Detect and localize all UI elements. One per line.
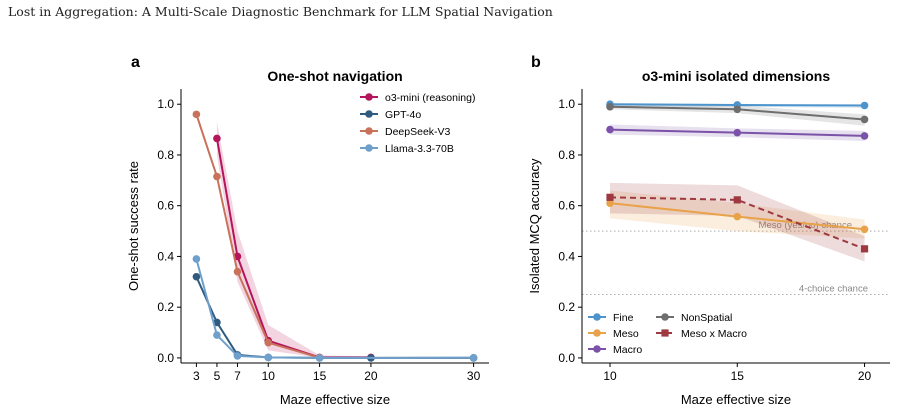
y-axis-label: Isolated MCQ accuracy	[527, 158, 542, 294]
x-tick-label: 10	[603, 369, 617, 383]
x-tick-label: 3	[193, 369, 200, 383]
data-point	[860, 245, 869, 253]
chart-title: One-shot navigation	[267, 68, 402, 84]
data-point	[860, 115, 869, 124]
data-point	[264, 353, 273, 362]
legend-label: Meso	[613, 328, 639, 340]
data-point	[264, 338, 273, 347]
data-point	[606, 102, 614, 111]
chart-title: o3-mini isolated dimensions	[642, 68, 830, 84]
series-band	[610, 104, 865, 126]
x-axis-label: Maze effective size	[280, 392, 390, 407]
data-point	[606, 125, 614, 134]
data-point	[860, 132, 869, 140]
legend-marker	[593, 313, 601, 321]
data-point	[860, 225, 869, 234]
y-tick-label: 0.6	[157, 199, 174, 213]
data-point	[213, 172, 221, 181]
x-tick-label: 20	[364, 369, 378, 383]
reference-line-label: Meso (yes/no) chance	[759, 220, 852, 231]
y-tick-label: 0.8	[157, 148, 174, 162]
data-point	[233, 267, 242, 276]
legend-label: GPT-4o	[385, 109, 421, 121]
y-axis-label: One-shot success rate	[126, 161, 141, 291]
x-tick-label: 30	[467, 369, 481, 383]
y-tick-label: 0.8	[558, 148, 575, 162]
series-line	[195, 276, 474, 359]
paper-title: Lost in Aggregation: A Multi-Scale Diagn…	[8, 4, 553, 19]
data-point	[733, 105, 742, 114]
series-line	[609, 196, 865, 250]
legend-marker	[593, 345, 601, 353]
legend-marker	[365, 144, 373, 152]
data-point	[733, 128, 742, 137]
data-point	[192, 110, 201, 119]
y-tick-label: 0.6	[558, 199, 575, 213]
x-tick-label: 7	[234, 369, 241, 383]
data-point	[213, 134, 221, 143]
y-tick-label: 0.0	[558, 351, 575, 365]
data-point	[233, 352, 242, 360]
chart-panel-b: b o3-mini isolated dimensions Meso (yes/no…	[527, 54, 890, 407]
y-tick-label: 0.4	[558, 249, 575, 263]
data-point	[315, 354, 324, 362]
x-axis-label: Maze effective size	[681, 392, 791, 407]
legend: Fine Meso Macro NonSpatial Meso x Macro	[588, 312, 747, 356]
series-line	[195, 258, 474, 359]
legend-marker	[593, 329, 601, 337]
legend-marker	[365, 93, 373, 101]
x-tick-label: 20	[858, 369, 872, 383]
legend: o3-mini (reasoning) GPT-4o DeepSeek-V3 Llam…	[360, 92, 475, 155]
data-point	[606, 193, 614, 201]
data-point	[213, 331, 221, 339]
x-tick-label: 10	[262, 369, 276, 383]
series-band	[610, 182, 865, 262]
y-tick-label: 1.0	[558, 97, 575, 111]
series-band	[216, 121, 371, 358]
legend-label: Macro	[613, 344, 642, 356]
y-tick-label: 0.2	[157, 300, 174, 314]
data-point	[606, 199, 614, 207]
legend-label: NonSpatial	[681, 312, 732, 324]
legend-marker	[661, 329, 669, 337]
data-point	[469, 353, 478, 362]
y-tick-label: 0.4	[157, 249, 174, 263]
panel-label: b	[531, 54, 541, 71]
legend-label: Fine	[613, 312, 634, 324]
data-point	[733, 196, 741, 204]
legend-label: DeepSeek-V3	[385, 126, 451, 138]
data-point	[860, 101, 869, 110]
legend-label: Llama-3.3-70B	[385, 143, 454, 155]
data-point	[192, 255, 201, 263]
y-tick-label: 0.0	[157, 351, 174, 365]
reference-line-label: 4-choice chance	[799, 284, 868, 295]
data-point	[192, 272, 201, 281]
legend-marker	[365, 110, 373, 118]
chart-panel-a: a One-shot navigation 0.0 0.2 0.4 0.6 0.8 1.0 3 5…	[126, 54, 489, 407]
y-tick-label: 1.0	[157, 97, 174, 111]
x-tick-label: 5	[214, 369, 221, 383]
legend-marker	[365, 127, 373, 135]
x-tick-label: 15	[731, 369, 745, 383]
x-tick-label: 15	[313, 369, 327, 383]
legend-label: Meso x Macro	[681, 328, 747, 340]
y-tick-label: 0.2	[558, 300, 575, 314]
data-point	[733, 212, 742, 221]
panel-label: a	[131, 54, 140, 71]
legend-label: o3-mini (reasoning)	[385, 92, 475, 104]
legend-marker	[661, 313, 669, 321]
